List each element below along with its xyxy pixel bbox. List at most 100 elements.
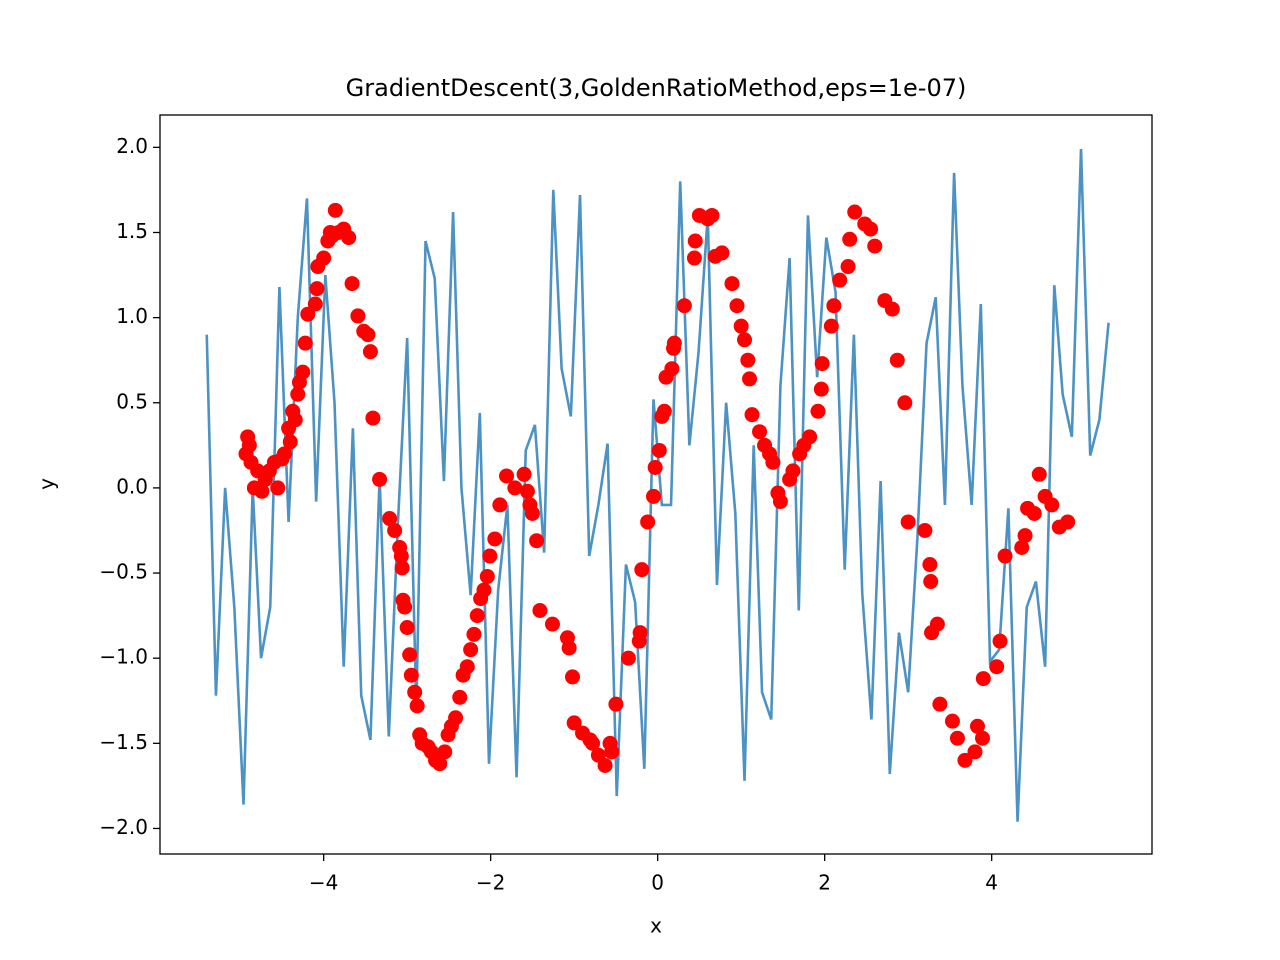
scatter-point <box>516 466 532 482</box>
scatter-point <box>989 659 1005 675</box>
y-tick-label: −2.0 <box>99 815 148 839</box>
chart-title: GradientDescent(3,GoldenRatioMethod,eps=… <box>346 74 967 102</box>
scatter-point <box>733 318 749 334</box>
scatter-point <box>561 640 577 656</box>
x-axis-label: x <box>650 914 662 938</box>
scatter-point <box>957 752 973 768</box>
scatter-point <box>640 514 656 530</box>
scatter-point <box>802 429 818 445</box>
scatter-point <box>1060 514 1076 530</box>
scatter-point <box>922 557 938 573</box>
scatter-point <box>344 276 360 292</box>
scatter-point <box>889 352 905 368</box>
scatter-point <box>923 574 939 590</box>
scatter-point <box>969 718 985 734</box>
scatter-point <box>1017 528 1033 544</box>
scatter-point <box>360 327 376 343</box>
scatter-point <box>407 684 423 700</box>
scatter-point <box>676 298 692 314</box>
scatter-point <box>620 650 636 666</box>
scatter-point <box>463 642 479 658</box>
scatter-point <box>524 505 540 521</box>
scatter-point <box>765 454 781 470</box>
scatter-point <box>597 757 613 773</box>
scatter-point <box>544 616 560 632</box>
scatter-point <box>604 744 620 760</box>
scatter-point <box>917 522 933 538</box>
scatter-point <box>341 230 357 246</box>
scatter-point <box>647 459 663 475</box>
scatter-point <box>737 332 753 348</box>
scatter-point <box>397 599 413 615</box>
scatter-point <box>814 356 830 372</box>
scatter-point <box>290 386 306 402</box>
scatter-point <box>884 301 900 317</box>
scatter-point <box>997 548 1013 564</box>
scatter-point <box>842 231 858 247</box>
scatter-point <box>687 233 703 249</box>
scatter-point <box>967 744 983 760</box>
scatter-point <box>316 250 332 266</box>
scatter-point <box>287 412 303 428</box>
scatter-point <box>974 730 990 746</box>
scatter-point <box>847 204 863 220</box>
scatter-point <box>295 364 311 380</box>
scatter-point <box>1026 505 1042 521</box>
scatter-point <box>499 468 515 484</box>
y-tick-label: 0.5 <box>116 389 148 413</box>
scatter-point <box>403 667 419 683</box>
scatter-point <box>656 403 672 419</box>
scatter-point <box>270 480 286 496</box>
y-tick-label: −1.0 <box>99 645 148 669</box>
scatter-point <box>744 407 760 423</box>
scatter-point <box>867 238 883 254</box>
scatter-point <box>585 735 601 751</box>
scatter-point <box>487 531 503 547</box>
scatter-point <box>492 497 508 513</box>
x-tick-label: 4 <box>985 871 998 895</box>
scatter-point <box>479 568 495 584</box>
scatter-point <box>362 344 378 360</box>
scatter-point <box>282 434 298 450</box>
scatter-point <box>772 494 788 510</box>
scatter-point <box>686 250 702 266</box>
y-tick-label: 0.0 <box>116 474 148 498</box>
scatter-point <box>729 298 745 314</box>
y-tick-label: 1.0 <box>116 304 148 328</box>
scatter-point <box>832 272 848 288</box>
scatter-point <box>327 202 343 218</box>
scatter-point <box>949 730 965 746</box>
scatter-point <box>532 603 548 619</box>
scatter-point <box>394 560 410 576</box>
scatter-point <box>740 352 756 368</box>
scatter-point <box>932 696 948 712</box>
x-tick-label: 2 <box>818 871 831 895</box>
scatter-point <box>452 689 468 705</box>
scatter-point <box>402 647 418 663</box>
scatter-point <box>387 522 403 538</box>
scatter-point <box>459 659 475 675</box>
scatter-point <box>469 608 485 624</box>
scatter-point <box>276 446 292 462</box>
scatter-point <box>752 424 768 440</box>
scatter-point <box>785 463 801 479</box>
scatter-point <box>466 626 482 642</box>
scatter-point <box>944 713 960 729</box>
scatter-point <box>1044 497 1060 513</box>
scatter-point <box>632 625 648 641</box>
scatter-point <box>372 471 388 487</box>
scatter-point <box>724 276 740 292</box>
scatter-point <box>813 381 829 397</box>
scatter-point <box>529 533 545 549</box>
scatter-point <box>840 259 856 275</box>
scatter-point <box>309 281 325 297</box>
scatter-point <box>476 582 492 598</box>
scatter-point <box>651 442 667 458</box>
scatter-point <box>634 562 650 578</box>
y-tick-label: 1.5 <box>116 219 148 243</box>
scatter-point <box>297 335 313 351</box>
scatter-point <box>437 744 453 760</box>
scatter-point <box>350 308 366 324</box>
